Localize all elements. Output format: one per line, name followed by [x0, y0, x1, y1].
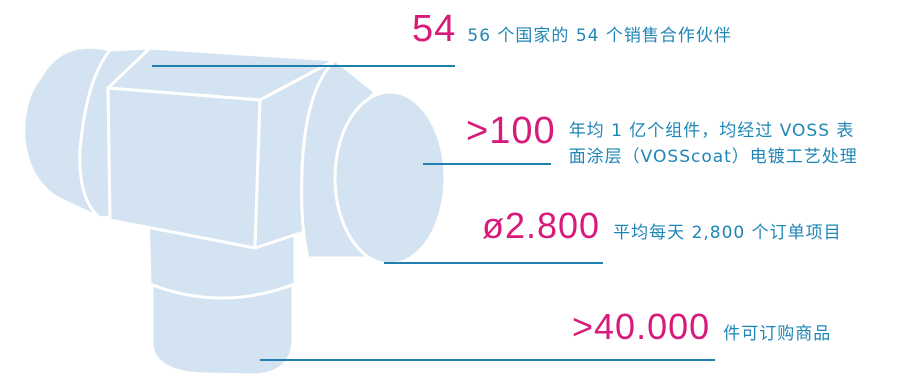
stat-value: ø2.800: [482, 205, 601, 246]
stat-components: >100 年均 1 亿个组件，均经过 VOSS 表 面涂层（VOSScoat）电…: [466, 110, 858, 170]
stat-orders: ø2.800 平均每天 2,800 个订单项目: [482, 205, 842, 247]
stat-description-line-1: 年均 1 亿个组件，均经过 VOSS 表: [568, 121, 855, 141]
stat-value: >100: [466, 110, 556, 152]
leader-line-partners: [152, 65, 455, 67]
body-front: [106, 86, 262, 250]
stat-partners: 54 56 个国家的 54 个销售合作伙伴: [412, 8, 732, 51]
stat-description: 件可订购商品: [723, 324, 832, 344]
stat-value: 54: [412, 8, 457, 50]
stat-description-line-2: 面涂层（VOSScoat）电镀工艺处理: [568, 147, 858, 167]
leader-line-orders: [384, 262, 603, 264]
stat-articles: >40.000 件可订购商品: [572, 306, 831, 348]
stat-value: >40.000: [572, 306, 711, 347]
stat-description: 平均每天 2,800 个订单项目: [613, 223, 842, 243]
leader-line-articles: [260, 359, 715, 361]
leader-line-components: [423, 163, 551, 165]
stat-description: 56 个国家的 54 个销售合作伙伴: [467, 26, 732, 46]
right-outlet: [333, 90, 447, 266]
